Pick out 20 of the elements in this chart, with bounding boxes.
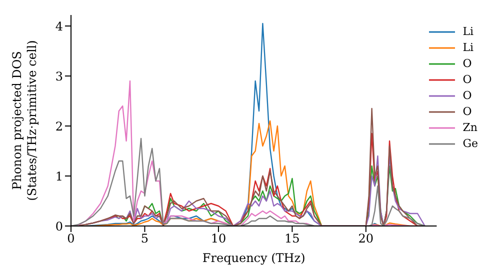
legend-label: O — [462, 57, 472, 70]
legend-label: Li — [462, 25, 474, 38]
legend-label: Li — [462, 41, 474, 54]
y-tick-label: 0 — [55, 219, 63, 234]
x-tick-label: 20 — [358, 232, 374, 246]
x-tick-label: 0 — [67, 232, 75, 246]
x-axis-title: Frequency (THz) — [202, 251, 306, 265]
x-tick-label: 5 — [140, 232, 149, 246]
legend-label: O — [462, 105, 472, 118]
x-tick-label: 15 — [284, 232, 300, 246]
y-tick-label: 4 — [55, 19, 64, 34]
y-tick-label: 2 — [55, 119, 63, 134]
y-tick-label: 3 — [55, 69, 63, 84]
y-axis-title: Phonon projected DOS (States/THz·primitive cell) — [10, 40, 39, 201]
legend-label: Zn — [462, 121, 478, 134]
legend-label: O — [462, 73, 472, 86]
legend-label: O — [462, 89, 472, 102]
y-tick-label: 1 — [55, 169, 63, 184]
x-tick-label: 10 — [210, 232, 226, 246]
legend-label: Ge — [462, 137, 478, 150]
